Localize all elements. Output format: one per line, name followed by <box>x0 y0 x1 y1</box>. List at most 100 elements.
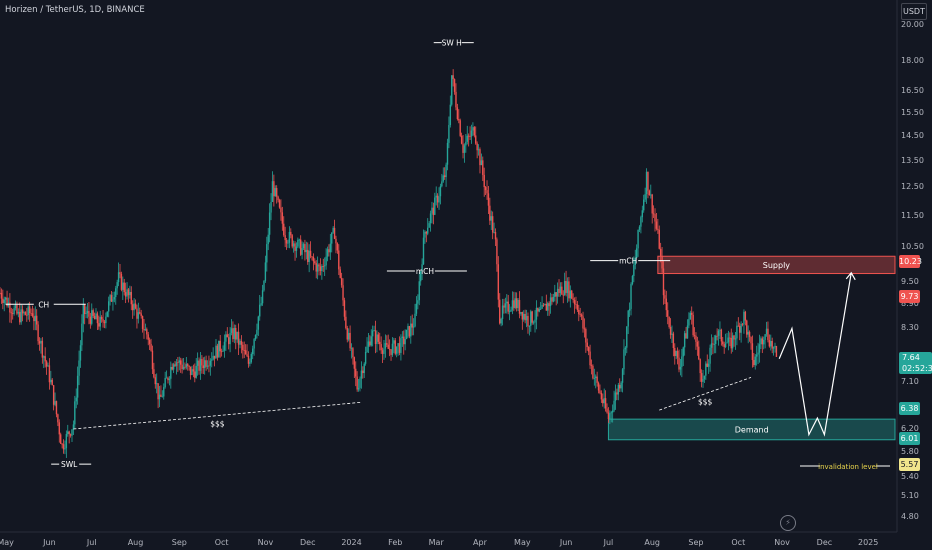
candle-up <box>95 313 97 320</box>
candle-up <box>206 365 209 367</box>
candle-down <box>52 385 55 405</box>
candle-up <box>628 308 631 311</box>
candle-down <box>573 300 576 305</box>
candle-down <box>425 231 428 234</box>
candle-up <box>644 194 646 200</box>
currency-selector[interactable]: USDT <box>901 3 927 20</box>
candle-down <box>744 311 747 321</box>
candle-down <box>232 328 234 340</box>
candle-down <box>452 75 454 80</box>
candle-down <box>12 313 14 314</box>
candle-up <box>634 257 636 266</box>
candle-down <box>507 301 509 312</box>
candle-up <box>470 130 473 137</box>
candle-up <box>620 382 622 389</box>
candle-down <box>767 328 769 341</box>
candle-down <box>58 422 60 435</box>
candle-up <box>126 289 128 297</box>
time-tick: Mar <box>428 538 444 547</box>
candle-up <box>613 400 615 411</box>
candle-down <box>390 349 392 355</box>
candle-up <box>64 448 66 450</box>
candle-up <box>86 311 89 314</box>
candle-up <box>367 341 370 347</box>
candle-down <box>10 312 12 314</box>
price-tick: 4.80 <box>901 512 919 522</box>
candle-down <box>720 329 723 342</box>
candle-down <box>775 345 778 357</box>
candle-up <box>236 331 238 340</box>
candle-down <box>600 392 603 400</box>
candle-down <box>647 171 649 191</box>
candle-up <box>727 337 730 343</box>
invalidation-badge: 5.57 <box>899 458 920 471</box>
candle-down <box>674 348 676 356</box>
candle-down <box>349 332 351 349</box>
candle-down <box>739 325 741 333</box>
candle-up <box>109 295 111 302</box>
candle-down <box>150 343 152 351</box>
candle-down <box>26 314 28 316</box>
candle-up <box>225 334 227 342</box>
candle-up <box>261 290 264 304</box>
candle-up <box>525 316 528 321</box>
candle-down <box>51 379 53 386</box>
candle-up <box>637 229 639 249</box>
candle-down <box>226 334 228 338</box>
candle-down <box>586 342 588 348</box>
time-tick: Aug <box>127 538 144 547</box>
candle-up <box>559 286 562 293</box>
candle-down <box>312 256 315 262</box>
candle-down <box>247 355 250 364</box>
candle-up <box>640 217 642 227</box>
supply-zone <box>657 255 896 275</box>
candle-down <box>237 331 240 345</box>
candle-down <box>319 266 322 271</box>
candle-up <box>218 340 220 358</box>
candle-down <box>174 364 176 366</box>
candle-down <box>497 264 500 300</box>
candle-up <box>115 288 117 298</box>
candle-down <box>482 160 484 175</box>
candle-down <box>208 365 210 367</box>
candle-up <box>332 227 334 233</box>
candle-up <box>256 329 258 336</box>
price-tick: 13.50 <box>901 155 924 165</box>
candle-down <box>672 333 675 349</box>
candle-down <box>299 239 302 255</box>
candle-up <box>530 311 532 326</box>
candle-down <box>353 357 356 369</box>
price-tick: 5.10 <box>901 491 919 501</box>
candle-down <box>140 313 142 317</box>
candle-down <box>602 399 604 404</box>
candle-up <box>155 383 158 385</box>
candle-up <box>435 195 437 198</box>
candle-down <box>394 340 396 354</box>
candle-down <box>338 250 340 270</box>
candle-down <box>579 314 581 316</box>
candle-down <box>733 335 735 340</box>
candle-down <box>699 359 701 374</box>
candle-down <box>336 243 339 251</box>
candle-down <box>153 369 155 378</box>
time-tick: Jun <box>43 538 56 547</box>
candle-up <box>116 282 118 289</box>
candle-up <box>370 336 372 346</box>
candle-up <box>67 431 69 434</box>
candle-up <box>363 363 365 374</box>
candle-up <box>682 347 684 357</box>
candle-up <box>223 341 226 351</box>
candle-up <box>359 378 361 388</box>
candle-down <box>37 324 39 342</box>
candle-down <box>483 174 485 188</box>
invalidation-label: invalidation level <box>818 463 878 471</box>
candle-up <box>424 231 426 238</box>
candle-down <box>693 335 696 336</box>
candle-up <box>172 364 175 370</box>
candle-up <box>747 331 749 335</box>
candle-down <box>558 288 560 293</box>
candle-down <box>16 305 18 314</box>
tradingview-logo-icon[interactable]: ⚡ <box>780 515 796 531</box>
